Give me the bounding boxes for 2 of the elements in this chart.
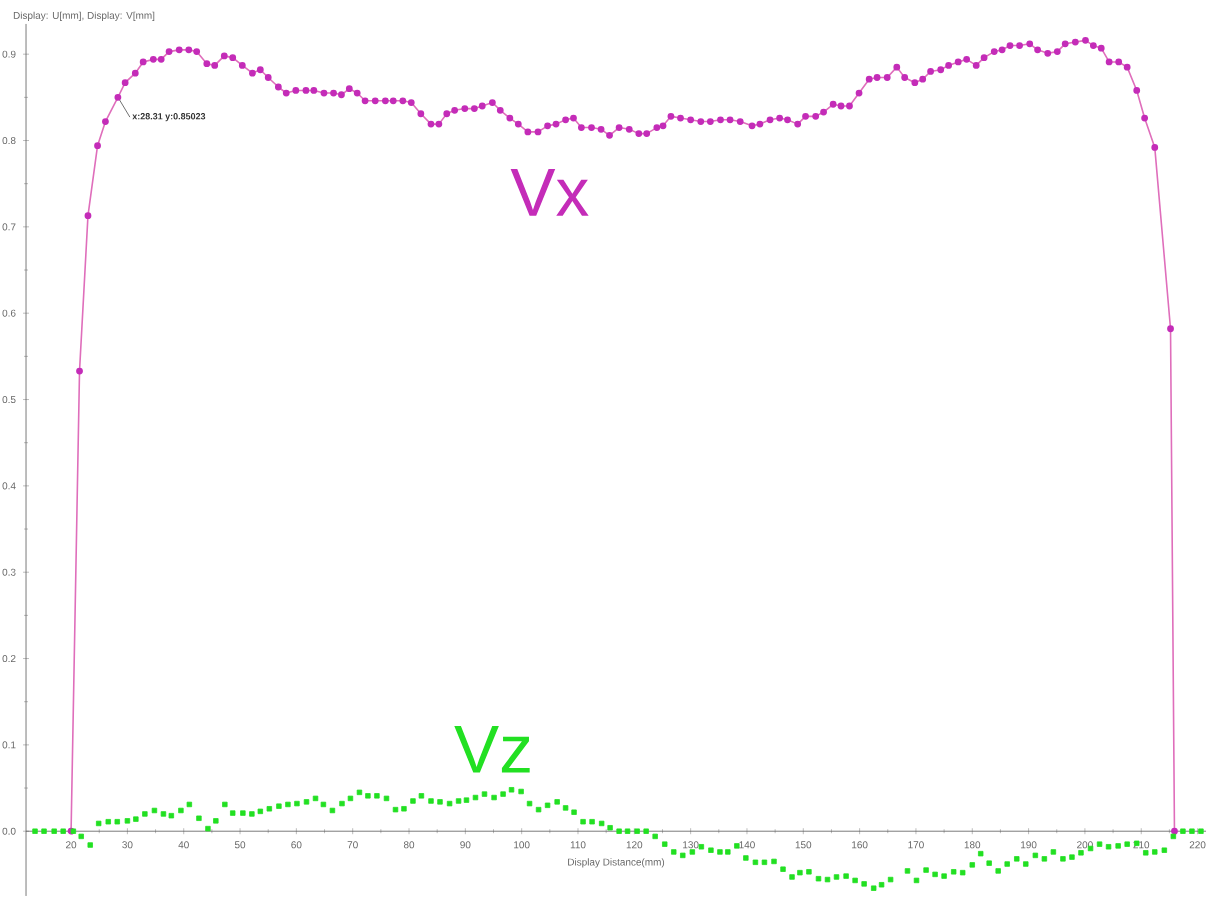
series-label: Vz	[454, 725, 530, 773]
series-label: Vx	[510, 169, 589, 216]
